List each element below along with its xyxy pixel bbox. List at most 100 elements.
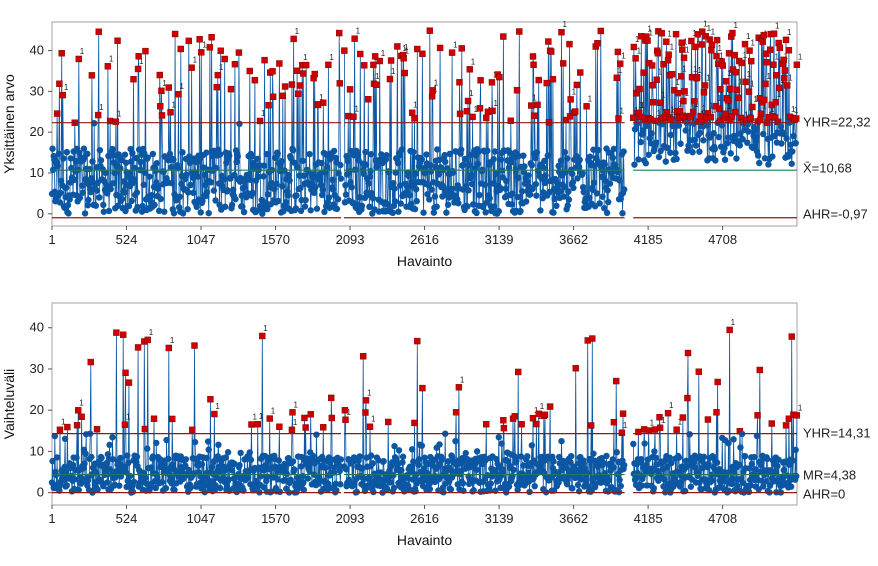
data-point	[728, 480, 736, 488]
x-axis-label: Havainto	[397, 532, 452, 548]
out-of-control-point	[171, 30, 179, 38]
data-point	[398, 146, 406, 153]
data-point	[85, 196, 92, 204]
out-of-control-point	[645, 427, 652, 434]
data-point	[772, 468, 779, 476]
data-point	[146, 173, 153, 180]
x-tick-label: 2616	[410, 511, 439, 526]
data-point	[125, 459, 132, 467]
out-of-control-point	[87, 358, 94, 366]
test-failure-label: 1	[219, 63, 224, 72]
data-point	[609, 154, 616, 161]
out-of-control-point	[714, 378, 721, 386]
data-point	[476, 191, 483, 199]
data-point	[659, 120, 666, 128]
data-point	[65, 210, 72, 217]
individuals-chart: 0 10 20 30 40 1 524 1047 1570 2093 2616 3139 3662 418…	[1, 20, 871, 269]
data-point	[438, 456, 446, 464]
test-failure-label: 1	[639, 101, 644, 110]
out-of-control-point	[336, 80, 343, 87]
data-point	[526, 191, 534, 198]
data-point	[383, 486, 391, 493]
out-of-control-point	[514, 368, 522, 376]
out-of-control-point	[448, 49, 456, 56]
data-point	[509, 190, 516, 197]
test-failure-label: 1	[295, 27, 300, 36]
data-point	[336, 462, 343, 469]
out-of-control-point	[648, 62, 656, 69]
out-of-control-point	[729, 29, 736, 37]
test-failure-label: 1	[356, 27, 361, 36]
data-point	[721, 144, 728, 152]
out-of-control-point	[307, 411, 314, 418]
data-point	[412, 186, 420, 193]
data-point	[66, 196, 73, 203]
data-point	[129, 149, 136, 157]
data-point	[789, 148, 796, 155]
data-point	[96, 146, 104, 154]
data-point	[405, 172, 412, 180]
data-point	[404, 474, 411, 481]
out-of-control-point	[793, 61, 801, 68]
data-point	[228, 201, 236, 209]
data-point	[606, 180, 614, 187]
data-point	[747, 482, 754, 489]
data-point	[130, 176, 138, 183]
data-point	[547, 474, 554, 482]
out-of-control-point	[738, 59, 745, 67]
data-point	[394, 159, 402, 167]
out-of-control-point	[135, 53, 142, 60]
data-point	[313, 205, 321, 212]
test-failure-label: 1	[661, 416, 666, 425]
data-point	[300, 172, 308, 179]
x-tick-label: 4185	[634, 511, 663, 526]
data-point	[49, 457, 56, 465]
control-label-lcl: AHR=0	[803, 487, 845, 502]
out-of-control-point	[185, 37, 192, 45]
data-point	[557, 157, 565, 164]
out-of-control-point	[56, 80, 63, 87]
data-point	[367, 151, 375, 158]
data-point	[427, 162, 434, 169]
data-point	[452, 437, 459, 445]
test-failure-label: 1	[170, 336, 175, 345]
out-of-control-point	[654, 50, 662, 57]
out-of-control-point	[456, 79, 463, 86]
out-of-control-point	[288, 426, 296, 434]
test-failure-label: 1	[787, 28, 792, 37]
data-point	[158, 478, 166, 486]
out-of-control-point	[735, 94, 742, 102]
data-point	[586, 153, 594, 160]
data-point	[190, 189, 197, 197]
data-point	[73, 454, 80, 461]
data-point	[581, 465, 589, 472]
test-failure-label: 1	[784, 52, 789, 61]
out-of-control-point	[781, 74, 788, 82]
data-point	[130, 478, 138, 486]
data-point	[109, 180, 117, 187]
data-point	[220, 175, 228, 183]
data-point	[423, 151, 430, 158]
data-point	[380, 458, 387, 465]
data-point	[240, 208, 248, 216]
data-point	[760, 483, 767, 490]
out-of-control-point	[165, 84, 173, 91]
data-point	[64, 201, 72, 209]
out-of-control-point	[259, 332, 266, 340]
out-of-control-point	[452, 409, 460, 416]
y-tick-label: 20	[30, 124, 44, 139]
data-point	[329, 186, 337, 193]
data-point	[329, 176, 336, 183]
test-failure-label: 1	[99, 103, 104, 112]
y-tick-label: 30	[30, 361, 44, 376]
out-of-control-point	[632, 55, 639, 62]
data-point	[198, 461, 206, 468]
data-point	[333, 487, 340, 494]
data-point	[448, 185, 455, 193]
out-of-control-point	[455, 384, 463, 391]
data-point	[505, 164, 513, 171]
data-point	[765, 161, 772, 168]
out-of-control-point	[785, 47, 793, 54]
data-point	[601, 204, 608, 212]
data-point	[515, 152, 522, 160]
